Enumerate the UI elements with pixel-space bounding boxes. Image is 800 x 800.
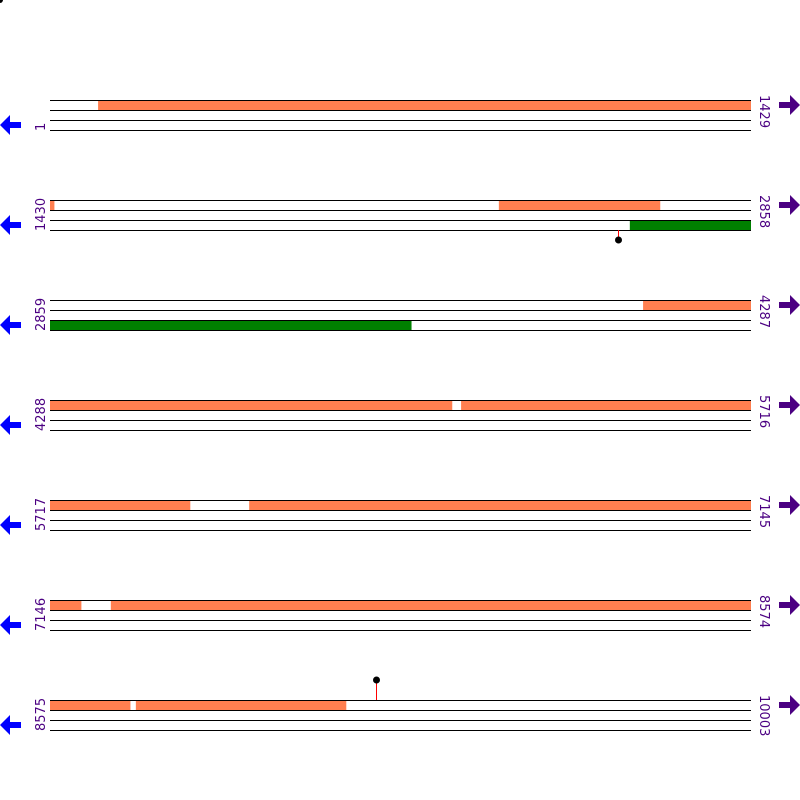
arrow-right-icon xyxy=(779,495,800,515)
corner-dot xyxy=(0,0,3,3)
arrow-left-icon xyxy=(0,715,21,735)
arrow-right-icon xyxy=(779,295,800,315)
arrow-right-icon xyxy=(779,195,800,215)
start-position-label: 4288 xyxy=(34,398,49,431)
end-position-label: 10003 xyxy=(756,695,771,736)
feature-forward[interactable] xyxy=(643,300,751,310)
feature-forward[interactable] xyxy=(50,200,55,210)
end-position-label: 8574 xyxy=(756,595,771,628)
start-position-label: 8575 xyxy=(34,698,49,731)
end-position-label: 5716 xyxy=(756,395,771,428)
feature-forward[interactable] xyxy=(461,400,751,410)
start-position-label: 2859 xyxy=(34,298,49,331)
end-position-label: 4287 xyxy=(756,295,771,328)
arrow-right-icon xyxy=(779,595,800,615)
feature-forward[interactable] xyxy=(50,500,191,510)
arrow-left-icon xyxy=(0,415,21,435)
feature-forward[interactable] xyxy=(135,700,347,710)
arrow-left-icon xyxy=(0,615,21,635)
feature-forward[interactable] xyxy=(50,600,82,610)
feature-forward[interactable] xyxy=(50,400,453,410)
end-position-label: 2858 xyxy=(756,195,771,228)
end-position-label: 7145 xyxy=(756,495,771,528)
start-position-label: 5717 xyxy=(34,498,49,531)
end-position-label: 1429 xyxy=(756,95,771,128)
feature-forward[interactable] xyxy=(50,700,131,710)
feature-reverse[interactable] xyxy=(629,220,751,230)
arrow-right-icon xyxy=(779,695,800,715)
feature-forward[interactable] xyxy=(110,600,751,610)
feature-forward[interactable] xyxy=(498,200,661,210)
start-position-label: 1 xyxy=(34,123,49,131)
arrow-left-icon xyxy=(0,515,21,535)
feature-forward[interactable] xyxy=(249,500,752,510)
feature-reverse[interactable] xyxy=(50,320,412,330)
start-position-label: 7146 xyxy=(34,598,49,631)
marker-dot[interactable] xyxy=(373,676,380,684)
arrow-right-icon xyxy=(779,395,800,415)
marker-dot[interactable] xyxy=(615,236,622,244)
arrow-right-icon xyxy=(779,95,800,115)
feature-forward[interactable] xyxy=(98,100,752,110)
arrow-left-icon xyxy=(0,215,21,235)
arrow-left-icon xyxy=(0,115,21,135)
arrow-left-icon xyxy=(0,315,21,335)
start-position-label: 1430 xyxy=(34,198,49,231)
